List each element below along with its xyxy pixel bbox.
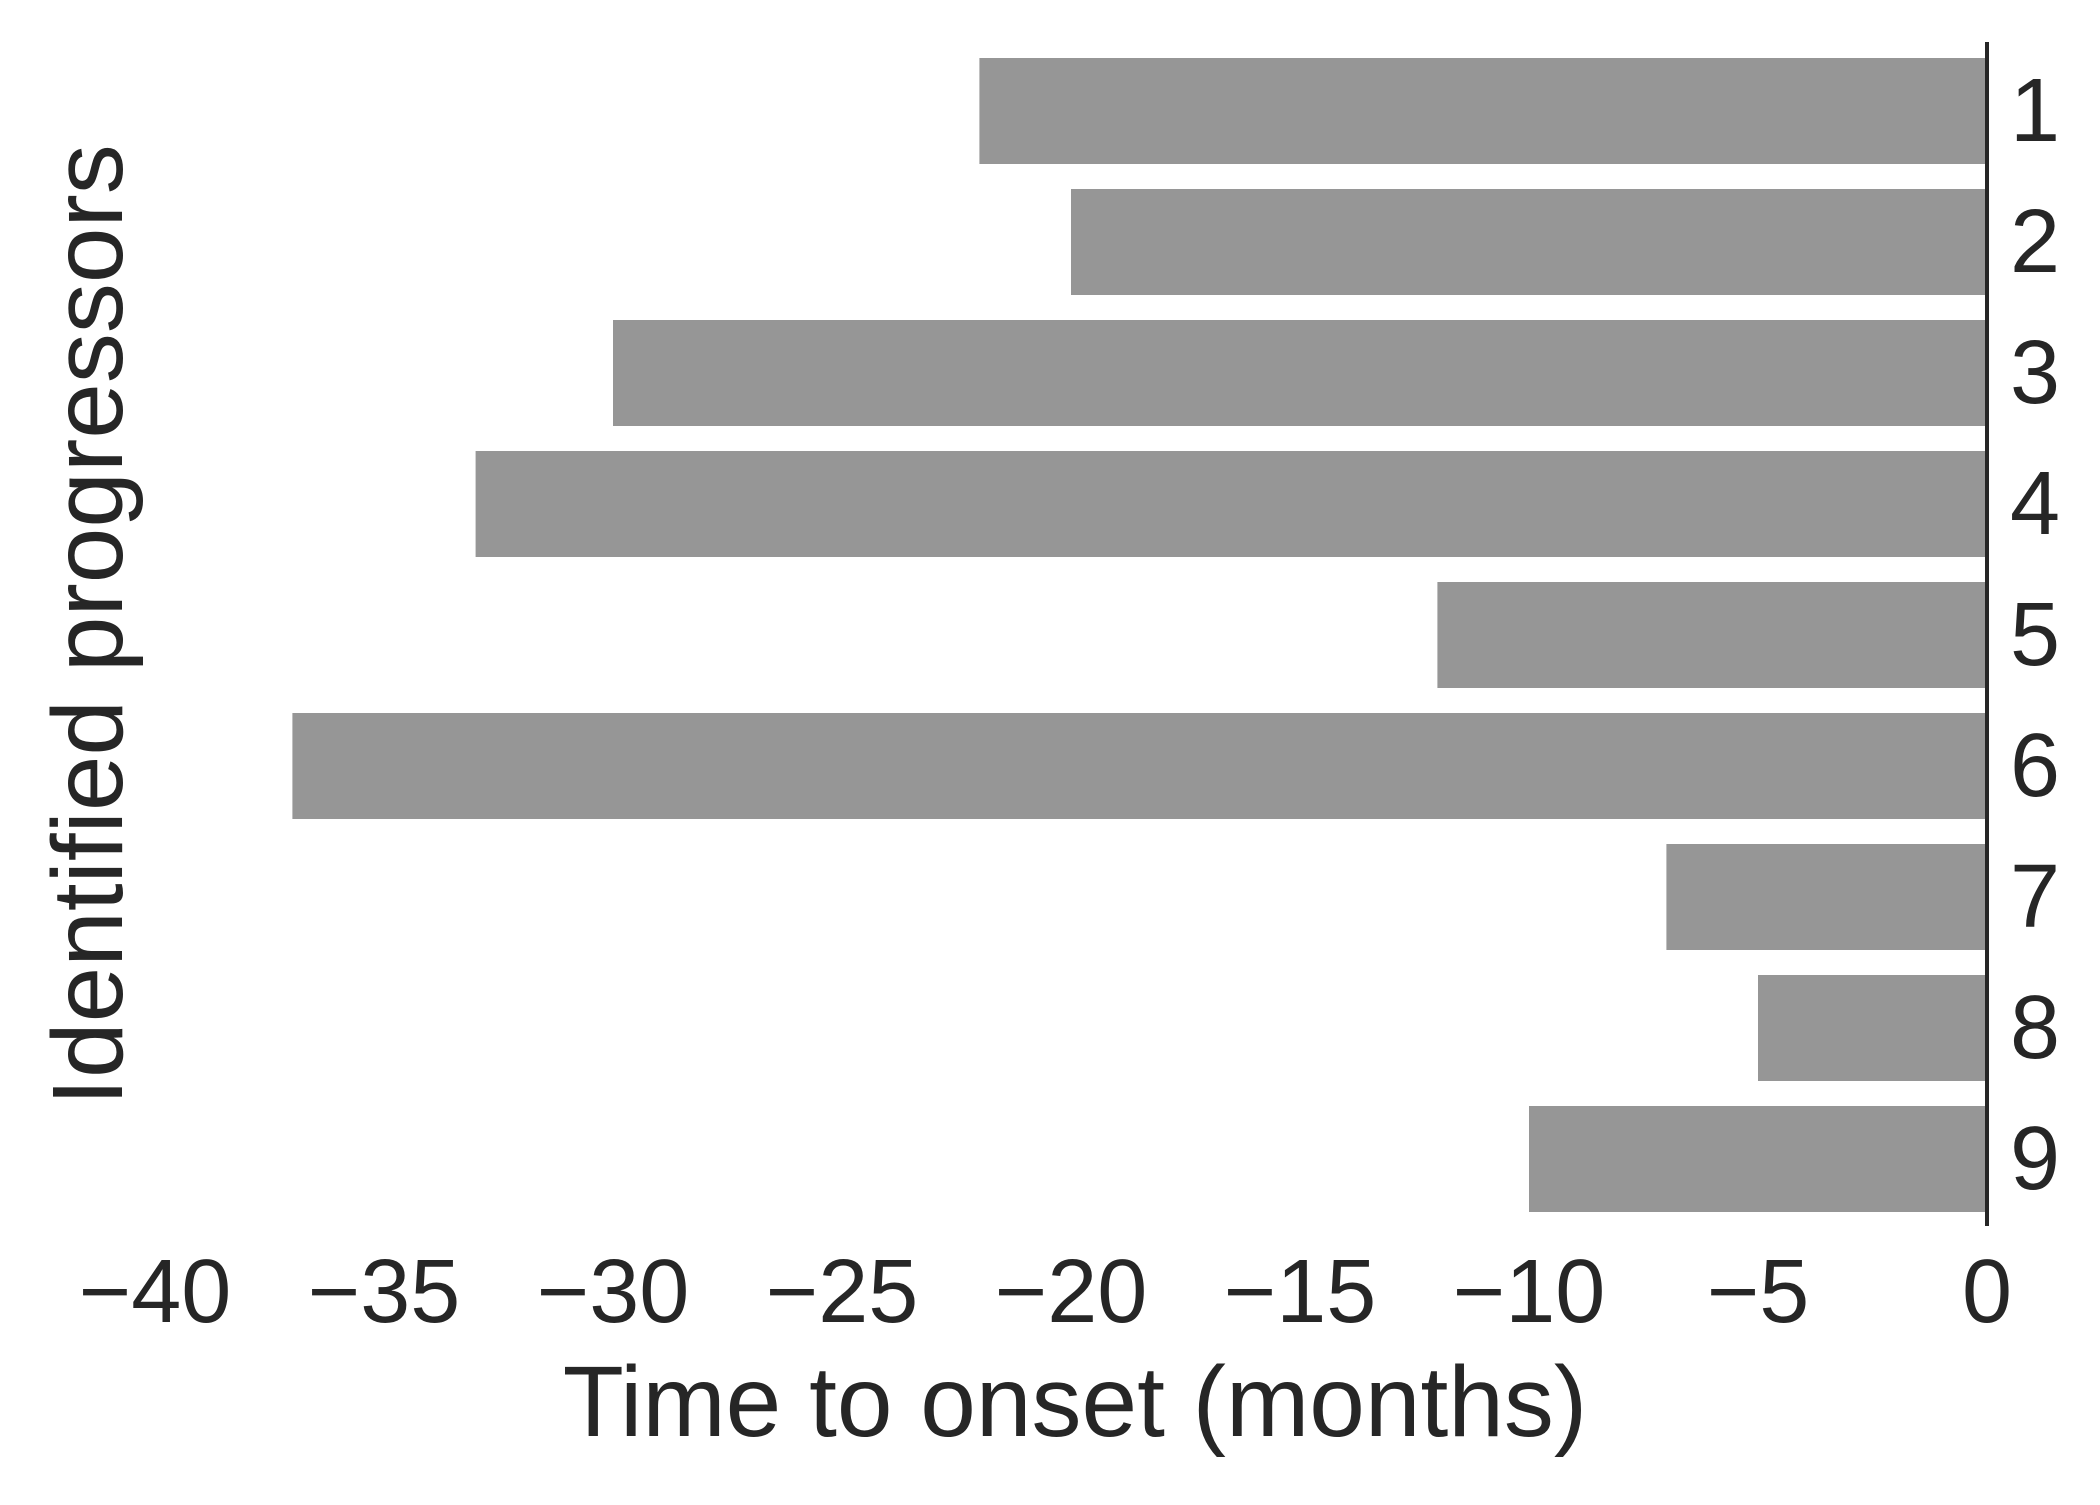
y-tick-labels: 1 2 3 4 5 6 7 8 9	[2010, 61, 2060, 1209]
y-tick-label-2: 2	[2010, 192, 2060, 292]
bar-9	[1529, 1106, 1987, 1212]
x-tick-label: −15	[1224, 1242, 1377, 1342]
y-tick-label-4: 4	[2010, 454, 2060, 554]
y-tick-label-9: 9	[2010, 1109, 2060, 1209]
x-tick-label: −30	[537, 1242, 690, 1342]
y-tick-label-5: 5	[2010, 585, 2060, 685]
y-tick-label-3: 3	[2010, 323, 2060, 423]
bar-8	[1758, 975, 1987, 1081]
x-tick-label: −35	[308, 1242, 461, 1342]
x-tick-label: −5	[1707, 1242, 1810, 1342]
x-tick-label: −25	[766, 1242, 919, 1342]
x-tick-label: −10	[1453, 1242, 1606, 1342]
x-tick-label: −20	[995, 1242, 1148, 1342]
x-axis-label: Time to onset (months)	[563, 1346, 1587, 1458]
bars-layer	[292, 58, 1988, 1212]
y-tick-label-6: 6	[2010, 716, 2060, 816]
y-axis-label: Identified progressors	[32, 144, 144, 1106]
x-tick-label: 0	[1962, 1242, 2012, 1342]
bar-4	[475, 451, 1988, 557]
y-tick-label-8: 8	[2010, 978, 2060, 1078]
bar-2	[1071, 189, 1987, 295]
bar-1	[979, 58, 1987, 164]
bar-3	[613, 320, 1987, 426]
x-tick-labels: −40 −35 −30 −25 −20 −15 −10 −5 0	[79, 1242, 2012, 1342]
bar-6	[292, 713, 1987, 819]
bar-7	[1666, 844, 1987, 950]
y-tick-label-1: 1	[2010, 61, 2060, 161]
x-tick-label: −40	[79, 1242, 232, 1342]
bar-5	[1437, 582, 1987, 688]
y-tick-label-7: 7	[2010, 847, 2060, 947]
